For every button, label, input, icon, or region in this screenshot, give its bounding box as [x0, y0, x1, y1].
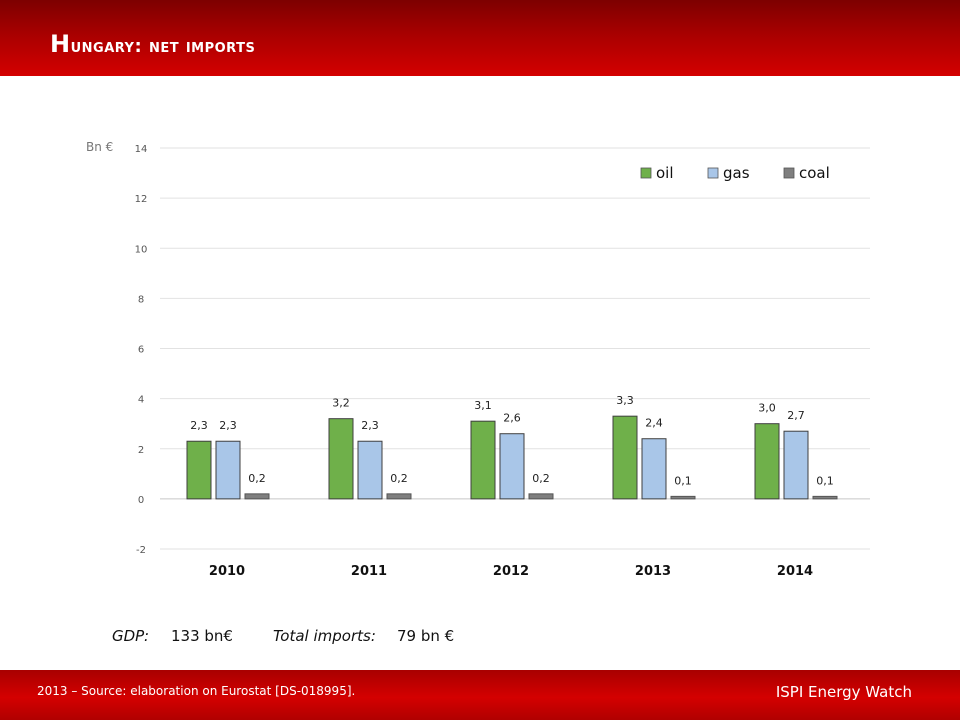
- coal-bar: [812, 495, 838, 500]
- title-rest: ungary: net imports: [70, 36, 256, 57]
- footer-bar: [0, 670, 960, 720]
- net-imports-chart: 14 12 10 8 6 4 2 0 -2 2,3 2,3 0,2 3,2 2,3 0,2 3,1 2,6 0,…: [86, 140, 870, 579]
- legend-label: coal: [799, 164, 830, 182]
- x-tick-label: 2014: [777, 564, 813, 579]
- oil-bar: [186, 440, 212, 500]
- y-tick-label: 6: [138, 345, 144, 356]
- legend-swatch: [707, 167, 719, 179]
- gas-bar: [783, 430, 809, 500]
- legend-swatch: [783, 167, 795, 179]
- oil-bar: [470, 420, 496, 500]
- x-tick-label: 2011: [351, 564, 387, 579]
- x-tick-labels: 2010 2011 2012 2013 2014: [209, 564, 813, 579]
- coal-data-label: 0,2: [532, 472, 550, 485]
- x-tick-label: 2013: [635, 564, 671, 579]
- legend-item-oil: oil: [640, 164, 674, 182]
- legend-item-coal: coal: [783, 164, 830, 182]
- brand-label: ISPI Energy Watch: [775, 683, 912, 701]
- oil-bar: [612, 415, 638, 500]
- total-imports-label: Total imports:: [273, 627, 376, 645]
- y-axis-label: Bn €: [86, 140, 113, 154]
- gas-data-label: 2,3: [219, 419, 237, 432]
- coal-bar: [386, 493, 412, 500]
- coal-data-label: 0,1: [674, 474, 692, 487]
- source-note: 2013 – Source: elaboration on Eurostat […: [37, 684, 356, 698]
- gas-bar: [357, 440, 383, 500]
- coal-bar: [670, 495, 696, 500]
- x-tick-label: 2010: [209, 564, 245, 579]
- coal-bar: [528, 493, 554, 500]
- oil-data-label: 3,0: [758, 402, 776, 415]
- gas-bar: [499, 433, 525, 500]
- legend-label: oil: [656, 164, 674, 182]
- gas-data-label: 2,4: [645, 417, 663, 430]
- page-title: Hungary: net imports: [50, 30, 255, 58]
- oil-bar: [754, 423, 780, 500]
- coal-data-label: 0,2: [390, 472, 408, 485]
- chart-legend: oil gas coal: [640, 164, 830, 182]
- y-tick-label: 4: [138, 395, 144, 406]
- gas-data-label: 2,3: [361, 419, 379, 432]
- header-bar: Hungary: net imports: [0, 0, 960, 76]
- gas-data-label: 2,7: [787, 409, 805, 422]
- legend-item-gas: gas: [707, 164, 750, 182]
- y-tick-label: 0: [138, 495, 144, 506]
- gdp-value: 133 bn€: [171, 627, 233, 645]
- total-imports-value: 79 bn €: [397, 627, 455, 645]
- y-tick-label: 12: [135, 194, 148, 205]
- oil-data-label: 3,1: [474, 399, 492, 412]
- y-tick-label: 2: [138, 445, 144, 456]
- legend-label: gas: [723, 164, 750, 182]
- coal-data-label: 0,2: [248, 472, 266, 485]
- gas-bar: [641, 438, 667, 500]
- y-tick-label: 10: [135, 244, 148, 255]
- y-tick-label: -2: [136, 545, 146, 556]
- gdp-label: GDP:: [112, 627, 150, 645]
- legend-swatch: [640, 167, 652, 179]
- oil-bar: [328, 418, 354, 500]
- coal-bar: [244, 493, 270, 500]
- oil-data-label: 3,3: [616, 394, 634, 407]
- y-tick-label: 8: [138, 294, 144, 305]
- x-tick-label: 2012: [493, 564, 529, 579]
- data-labels: 2,3 2,3 0,2 3,2 2,3 0,2 3,1 2,6 0,2 3,3 2,4 0,1 3,0 2…: [190, 394, 834, 487]
- oil-data-label: 2,3: [190, 419, 208, 432]
- y-tick-labels: 14 12 10 8 6 4 2 0 -2: [135, 144, 148, 556]
- oil-data-label: 3,2: [332, 397, 350, 410]
- gas-bar: [215, 440, 241, 500]
- gas-data-label: 2,6: [503, 412, 521, 425]
- chart-bars: [186, 415, 838, 500]
- title-initial: H: [50, 30, 71, 58]
- y-tick-label: 14: [135, 144, 148, 155]
- coal-data-label: 0,1: [816, 474, 834, 487]
